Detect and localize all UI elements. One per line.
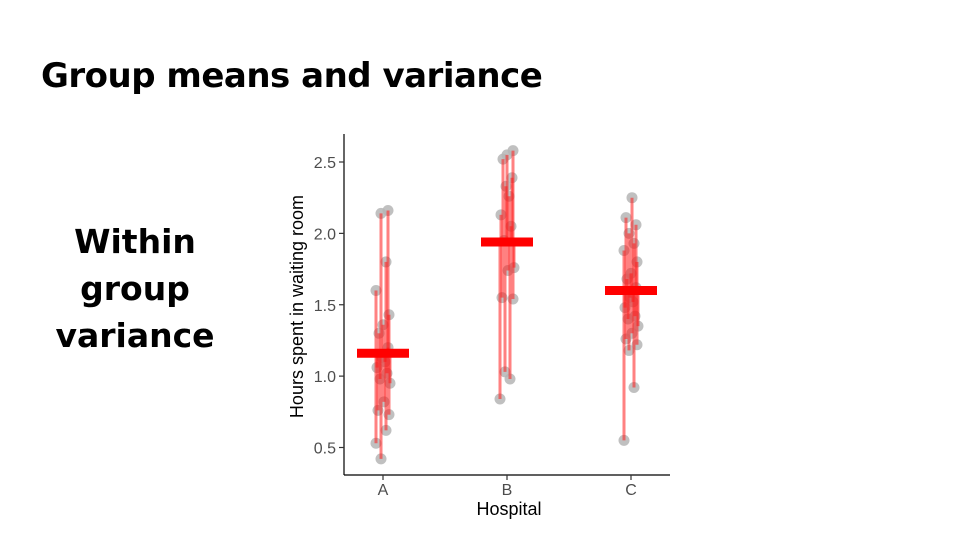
residual-group-A xyxy=(374,210,392,459)
y-tick-label: 2.5 xyxy=(314,155,336,172)
x-axis-title: Hospital xyxy=(476,499,541,519)
y-tick-label: 0.5 xyxy=(314,441,336,458)
side-label: Within group variance xyxy=(30,218,240,359)
side-label-line-2: group xyxy=(80,269,190,308)
side-label-line-1: Within xyxy=(74,222,196,261)
side-label-line-3: variance xyxy=(55,316,215,355)
y-tick-label: 1.5 xyxy=(314,298,336,315)
y-axis-title: Hours spent in waiting room xyxy=(287,195,307,418)
residual-group-C xyxy=(622,197,640,441)
y-tick-label: 1.0 xyxy=(314,369,336,386)
x-tick-label: C xyxy=(625,482,637,499)
residual-group-B xyxy=(498,150,516,399)
x-tick-label: A xyxy=(378,482,389,499)
plot-area xyxy=(357,145,657,465)
y-tick-label: 2.0 xyxy=(314,226,336,243)
x-tick-label: B xyxy=(502,482,513,499)
slide-title: Group means and variance xyxy=(41,56,543,96)
